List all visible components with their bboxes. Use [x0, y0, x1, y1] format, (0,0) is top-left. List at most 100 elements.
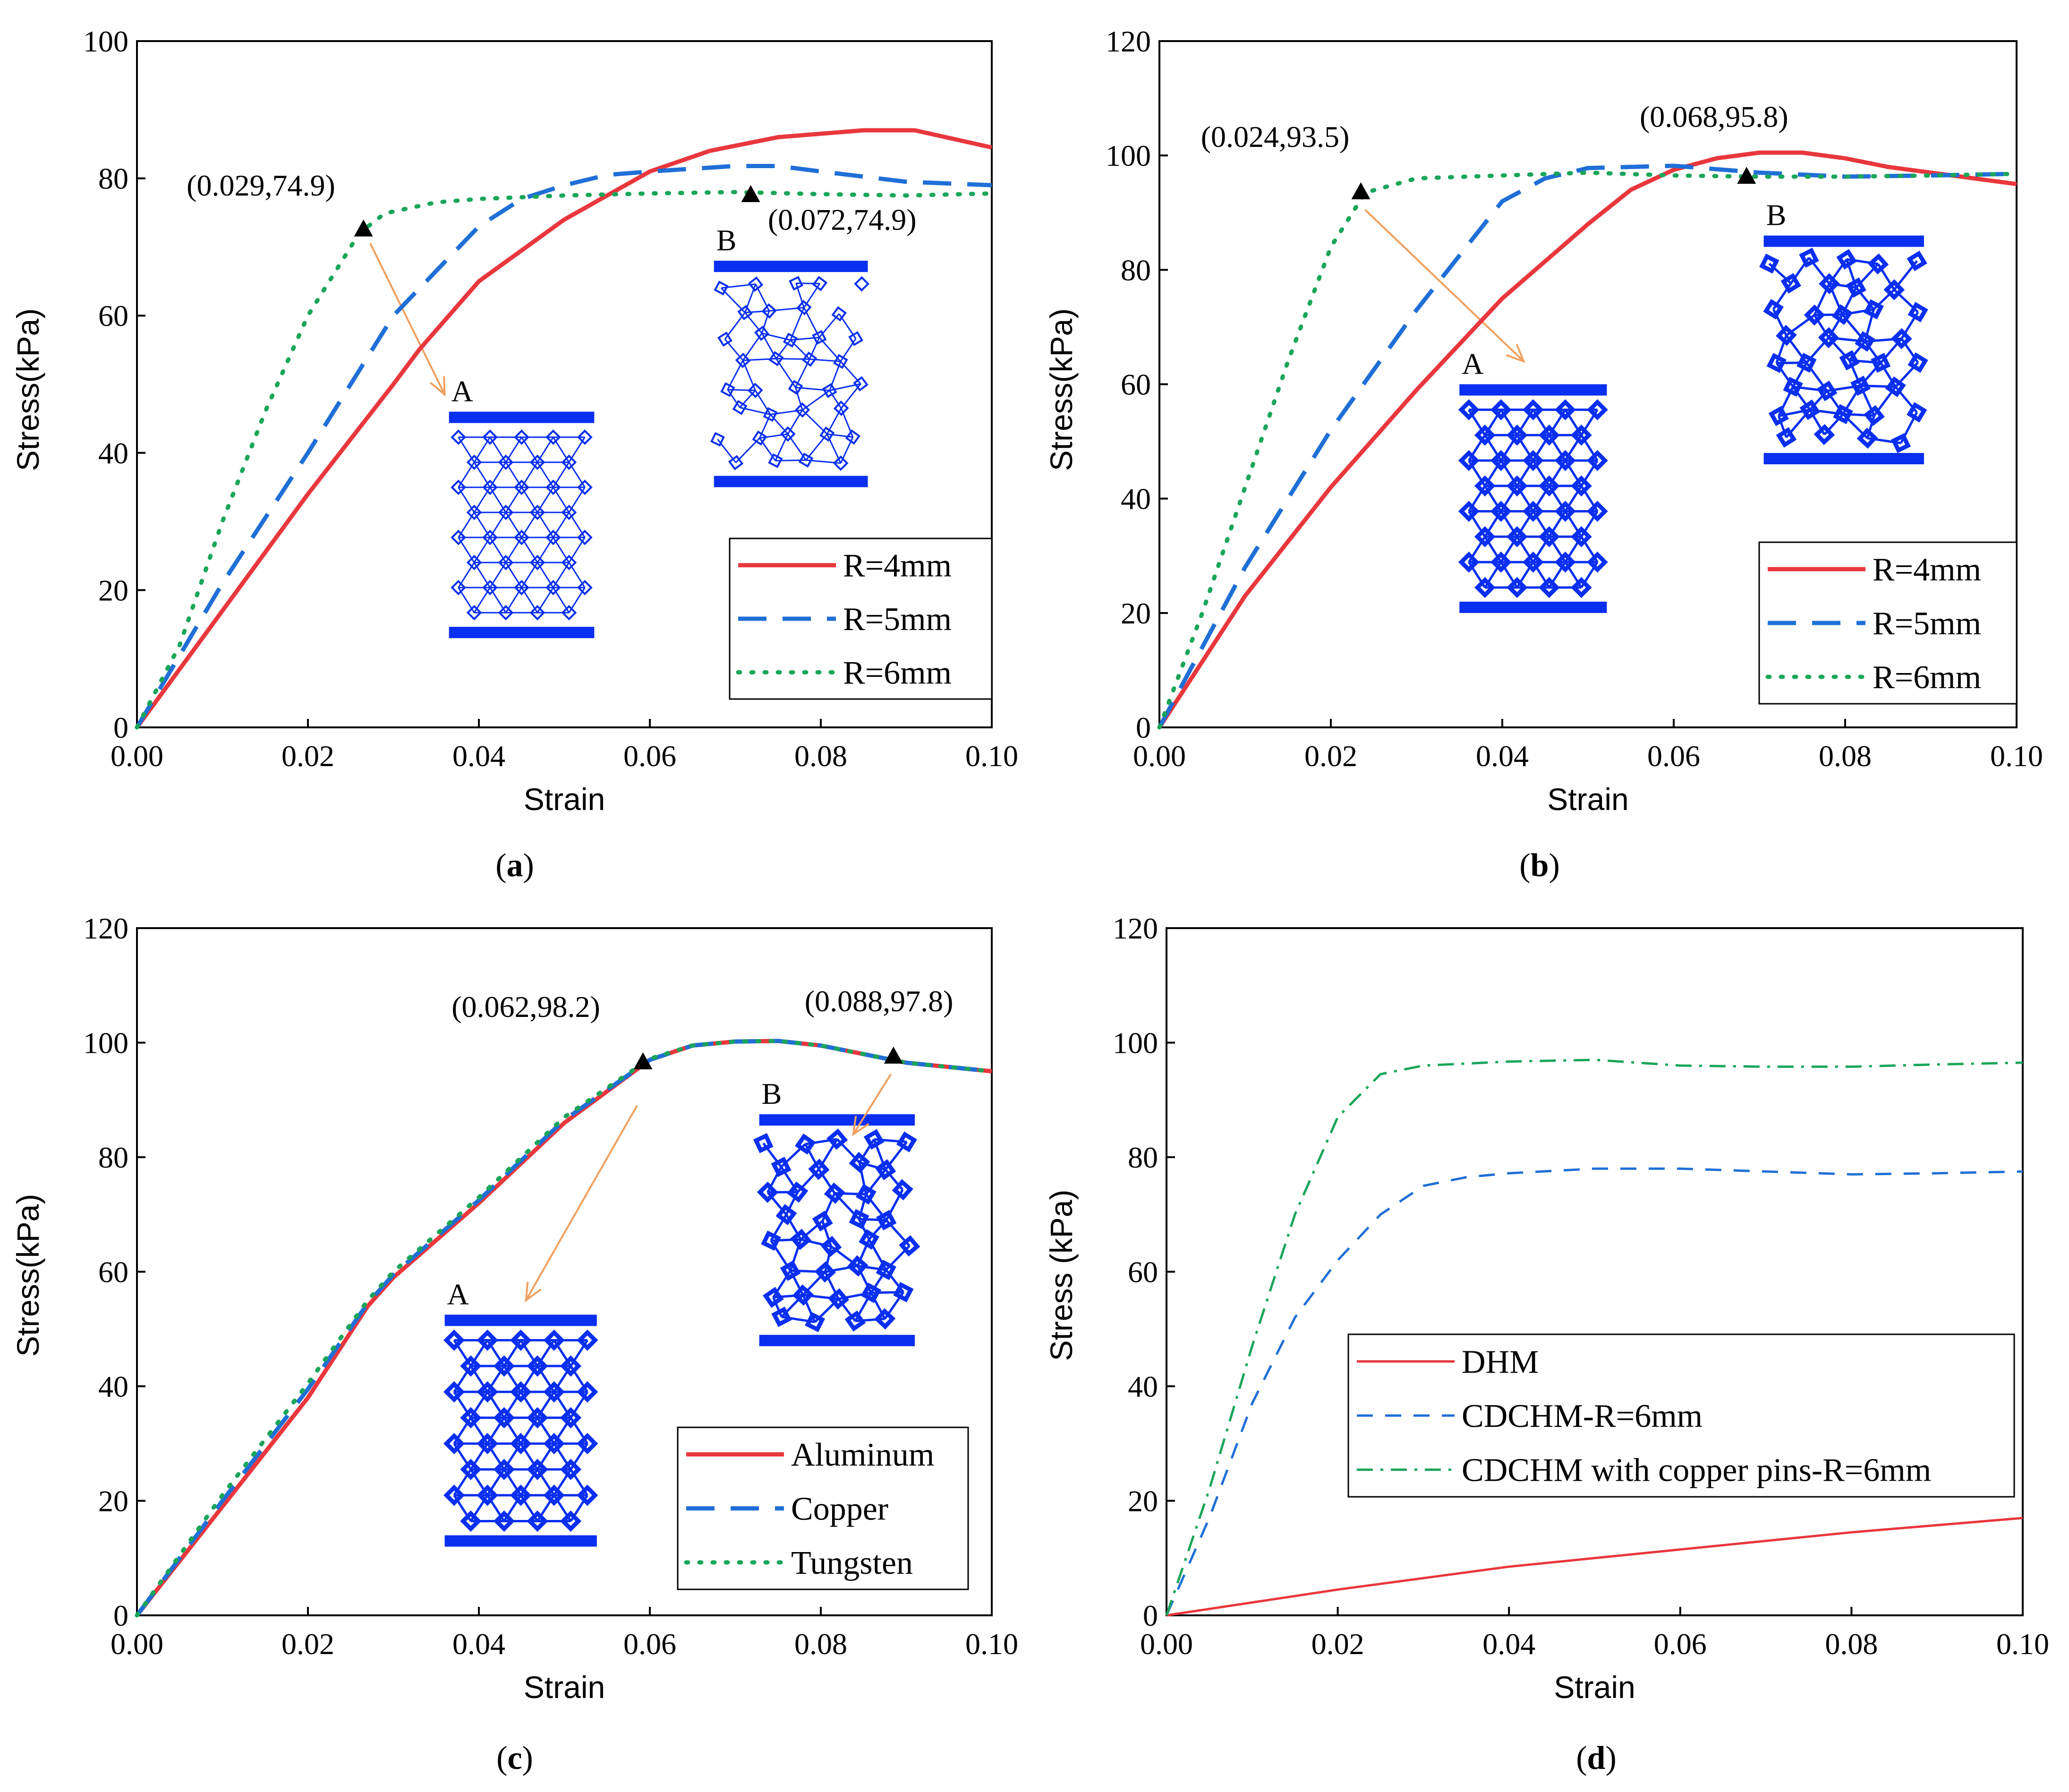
- x-tick-label: 0.02: [281, 739, 334, 773]
- inset-cell: [1571, 424, 1592, 446]
- inset-cell: [848, 331, 863, 346]
- inset-bottom-plate: [714, 476, 868, 487]
- inset-label: B: [1766, 198, 1787, 232]
- inset-cell: [1776, 427, 1797, 448]
- inset-cell: [514, 429, 529, 445]
- point-marker: [1351, 182, 1371, 199]
- inset-cell: [768, 351, 784, 367]
- series-line-tungsten: [135, 1039, 994, 1618]
- inset-ligament: [802, 390, 830, 411]
- inset-cell: [529, 605, 545, 621]
- point-annotation: (0.024,93.5): [1201, 120, 1350, 154]
- inset-cell: [802, 351, 817, 367]
- panel-a: 0.00 0.02 0.04 0.06 0.08 0.10 0 20 40 60 80 100 Stra…: [10, 25, 1018, 884]
- inset-cell: [780, 1260, 801, 1281]
- inset-lattice: [1458, 399, 1608, 598]
- inset-cell: [831, 306, 847, 322]
- x-tick-label: 0.04: [1476, 739, 1529, 773]
- arrow-head: [525, 1281, 542, 1303]
- legend-label: DHM: [1462, 1344, 1539, 1380]
- y-tick-label: 80: [98, 162, 128, 196]
- inset-cell: [833, 455, 849, 471]
- inset-cell: [543, 1433, 565, 1454]
- y-tick-label: 100: [83, 25, 128, 58]
- legend-label: R=6mm: [1873, 659, 1981, 696]
- inset-ligament: [829, 390, 842, 409]
- inset-A: A: [1458, 347, 1608, 613]
- series-line-cdchm-r-6mm: [1165, 1167, 2023, 1616]
- y-axis-title: Stress(kPa): [1044, 308, 1079, 471]
- inset-cell: [1458, 501, 1480, 522]
- inset-cell: [545, 479, 561, 495]
- annotation-arrow: [852, 1074, 892, 1135]
- inset-ligament: [735, 437, 760, 463]
- legend-label: R=5mm: [1873, 606, 1981, 642]
- inset-cell: [514, 580, 529, 596]
- inset-cell: [859, 1229, 880, 1250]
- inset-cell: [827, 1288, 850, 1310]
- inset-cell: [794, 402, 810, 418]
- inset-cell: [1458, 399, 1480, 420]
- x-tick-label: 0.00: [1140, 1627, 1193, 1661]
- y-tick-label: 0: [1136, 711, 1151, 744]
- y-tick-label: 100: [1106, 139, 1151, 172]
- series-line-r-4mm: [135, 128, 992, 729]
- inset-cell: [788, 380, 803, 395]
- inset-cell: [732, 400, 748, 415]
- inset-cell: [527, 1355, 548, 1377]
- inset-cell: [493, 1407, 515, 1429]
- x-tick-label: 0.06: [1654, 1627, 1707, 1661]
- inset-ligament: [805, 434, 828, 461]
- inset-cell: [833, 401, 849, 416]
- inset-cell: [493, 1459, 515, 1480]
- inset-cell: [1506, 526, 1528, 547]
- inset-cell: [819, 427, 835, 442]
- inset-B: B: [1759, 198, 1928, 465]
- inset-cell: [1458, 450, 1480, 471]
- inset-cell: [783, 333, 798, 348]
- inset-cell: [812, 1211, 833, 1232]
- inset-cell: [443, 1329, 465, 1351]
- inset-cell: [1759, 253, 1780, 274]
- inset-cell: [545, 429, 561, 445]
- panel-c: 0.00 0.02 0.04 0.06 0.08 0.10 0 20 40 60 80 100 120 S…: [10, 912, 1018, 1776]
- y-tick-label: 0: [1143, 1599, 1158, 1632]
- point-annotation: (0.068,95.8): [1640, 100, 1788, 134]
- x-axis-title: Strain: [1547, 782, 1628, 817]
- inset-lattice: [710, 276, 869, 471]
- y-tick-label: 40: [1121, 482, 1151, 516]
- x-tick-label: 0.08: [794, 1627, 847, 1661]
- inset-cell: [1850, 375, 1871, 396]
- inset-cell: [527, 1459, 548, 1480]
- point-annotation: (0.072,74.9): [768, 203, 917, 237]
- inset-top-plate: [444, 1314, 597, 1326]
- inset-cell: [577, 1381, 598, 1403]
- inset-cell: [845, 429, 861, 445]
- inset-cell: [789, 276, 804, 291]
- inset-cell: [826, 1128, 848, 1150]
- panel-caption: (c): [496, 1740, 533, 1776]
- inset-cell: [514, 529, 529, 546]
- inset-cell: [754, 325, 770, 341]
- inset-cell: [510, 1329, 532, 1351]
- x-tick-label: 0.02: [1311, 1627, 1364, 1661]
- inset-cell: [792, 1284, 814, 1306]
- inset-cell: [561, 605, 577, 621]
- inset-cell: [510, 1485, 532, 1506]
- inset-cell: [510, 1381, 532, 1403]
- point-marker: [633, 1052, 653, 1069]
- inset-cell: [1796, 352, 1817, 373]
- inset-cell: [466, 504, 482, 521]
- legend: R=4mm R=5mm R=6mm: [729, 538, 993, 700]
- inset-cell: [771, 1306, 792, 1327]
- inset-cell: [780, 426, 796, 442]
- inset-cell: [763, 1287, 784, 1308]
- legend: DHM CDCHM-R=6mm CDCHM with copper pins-R=6…: [1347, 1333, 2015, 1498]
- inset-bottom-plate: [1459, 601, 1607, 613]
- inset-cell: [1799, 247, 1819, 268]
- x-tick-label: 0.04: [1482, 1627, 1535, 1661]
- y-axis-title: Stress(kPa): [10, 1194, 45, 1357]
- y-axis-title: Stress(kPa): [10, 308, 45, 471]
- inset-cell: [1555, 450, 1576, 471]
